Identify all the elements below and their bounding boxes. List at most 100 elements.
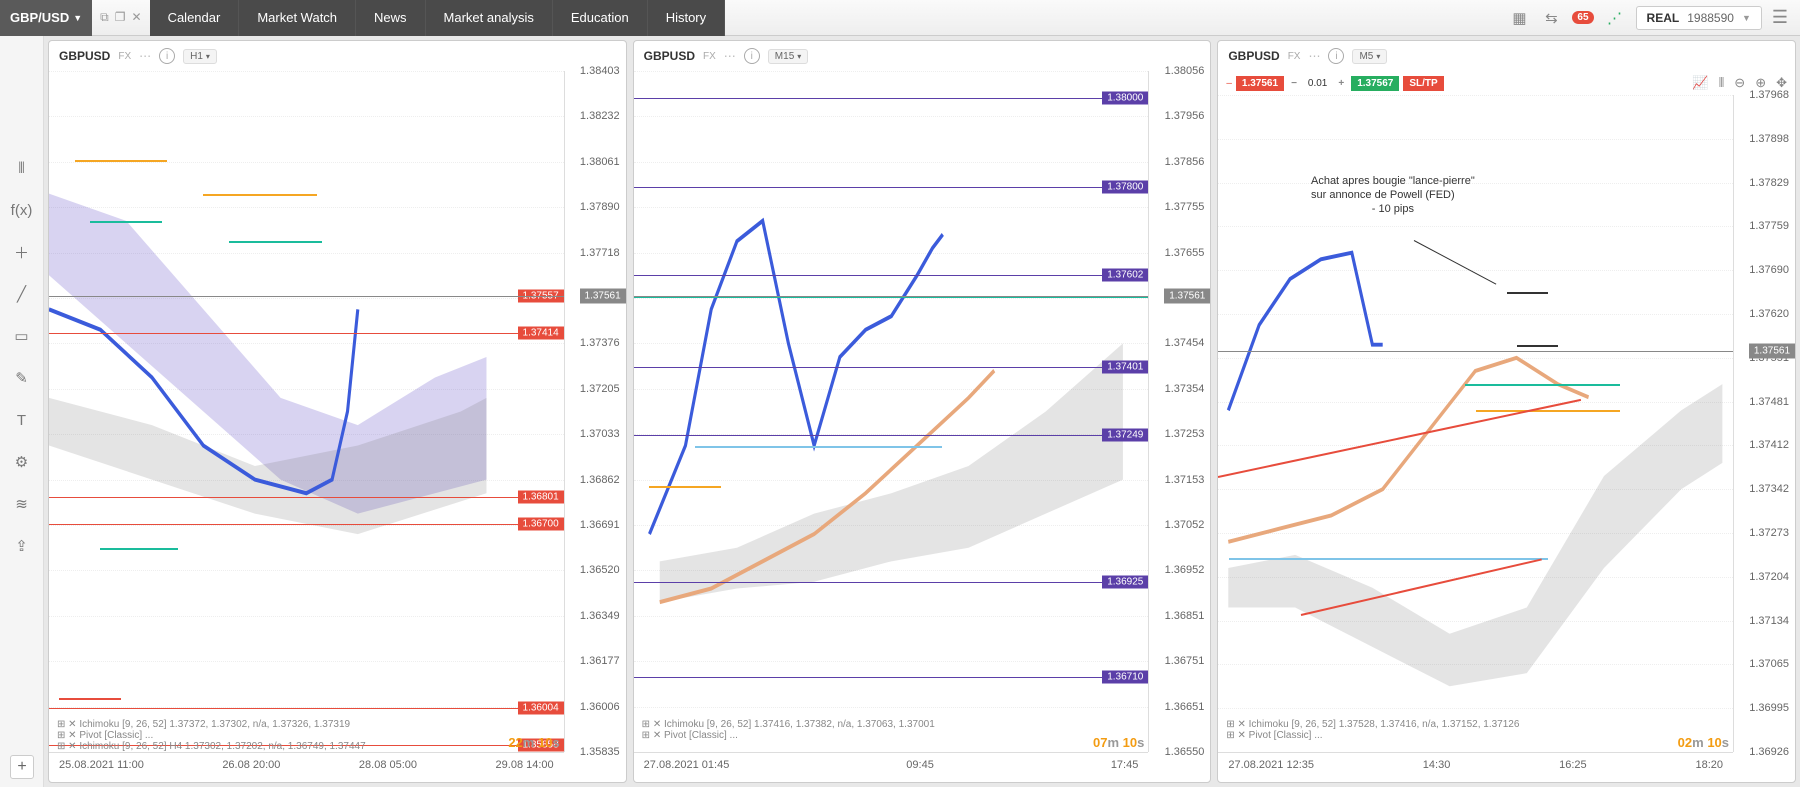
- x-axis: 27.08.2021 12:3514:3016:2518:20: [1218, 752, 1733, 782]
- x-tick: 25.08.2021 11:00: [59, 759, 144, 782]
- rect-icon[interactable]: ▭: [10, 324, 34, 348]
- indicator-legend[interactable]: ⊞ ✕ Pivot [Classic] ...: [1226, 730, 1322, 741]
- x-tick: 29.08 14:00: [496, 759, 554, 782]
- account-selector[interactable]: REAL 1988590 ▼: [1636, 6, 1762, 30]
- y-tick: 1.37890: [580, 201, 620, 213]
- lot-plus[interactable]: +: [1335, 78, 1347, 89]
- bars-icon[interactable]: ⦀: [10, 156, 34, 180]
- indicator-legend[interactable]: ⊞ ✕ Ichimoku [9, 26, 52] 1.37528, 1.3741…: [1226, 719, 1519, 730]
- more-icon[interactable]: ⋯: [139, 49, 151, 63]
- annotation-text: - 10 pips: [1311, 202, 1475, 216]
- pair-label: GBP/USD: [10, 10, 69, 25]
- y-tick: 1.38056: [1165, 65, 1205, 77]
- brush-icon[interactable]: ✎: [10, 366, 34, 390]
- nav-item[interactable]: Education: [553, 0, 648, 36]
- chart-area[interactable]: 1.375571.374141.368011.367001.360041.358…: [49, 71, 626, 782]
- annotation[interactable]: Achat apres bougie "lance-pierre" sur an…: [1311, 174, 1475, 217]
- timeframe-selector[interactable]: M5 ▾: [1352, 49, 1387, 64]
- pivot-label: 1.36004: [518, 701, 564, 714]
- y-tick: 1.37968: [1749, 89, 1789, 101]
- timeframe-selector[interactable]: M15 ▾: [768, 49, 808, 64]
- text-icon[interactable]: T: [10, 408, 34, 432]
- info-icon[interactable]: i: [159, 48, 175, 64]
- chart-type-icon[interactable]: 📈: [1692, 75, 1708, 91]
- menu-icon[interactable]: ☰: [1772, 7, 1788, 28]
- lot-size[interactable]: 0.01: [1304, 78, 1331, 89]
- y-tick: 1.37205: [580, 383, 620, 395]
- y-tick: 1.36926: [1749, 746, 1789, 758]
- asset-class: FX: [118, 51, 131, 62]
- pivot-label: 1.37800: [1102, 180, 1148, 193]
- indicator-legend[interactable]: ⊞ ✕ Pivot [Classic] ...: [57, 730, 153, 741]
- y-tick: 1.36651: [1165, 701, 1205, 713]
- drawing-toolbar: ⦀ f(x) ＋ ╱ ▭ ✎ T ⚙ ≋ ⇪ +: [0, 36, 44, 787]
- share-icon[interactable]: ⇪: [10, 534, 34, 558]
- nav-item[interactable]: Market analysis: [426, 0, 553, 36]
- layers-icon[interactable]: ≋: [10, 492, 34, 516]
- indicator-legend[interactable]: ⊞ ✕ Pivot [Classic] ...: [642, 730, 738, 741]
- y-tick: 1.37856: [1165, 156, 1205, 168]
- lot-minus[interactable]: −: [1288, 78, 1300, 89]
- indicator-legend[interactable]: ⊞ ✕ Ichimoku [9, 26, 52] H4 1.37302, 1.3…: [57, 741, 366, 752]
- y-tick: 1.37454: [1165, 337, 1205, 349]
- nav-item[interactable]: History: [648, 0, 725, 36]
- y-tick: 1.36349: [580, 610, 620, 622]
- wifi-icon: ⋰: [1604, 7, 1626, 29]
- y-tick: 1.37690: [1749, 264, 1789, 276]
- y-tick: 1.38061: [580, 156, 620, 168]
- nav-item[interactable]: News: [356, 0, 426, 36]
- layout-icon[interactable]: ▦: [1508, 7, 1530, 29]
- x-tick: 18:20: [1695, 759, 1723, 782]
- tab-actions: ⧉ ❐ ✕: [92, 10, 149, 25]
- chart-panel: GBPUSD FX ⋯ i M15 ▾1.380001.378001.37602…: [633, 40, 1212, 783]
- countdown: 02m 10s: [1678, 735, 1729, 750]
- plus-icon[interactable]: ＋: [10, 240, 34, 264]
- x-tick: 27.08.2021 01:45: [644, 759, 730, 782]
- y-tick: 1.37898: [1749, 133, 1789, 145]
- x-tick: 16:25: [1559, 759, 1587, 782]
- more-icon[interactable]: ⋯: [724, 49, 736, 63]
- y-axis: 1.384031.382321.380611.378901.377181.375…: [564, 71, 626, 752]
- buy-button[interactable]: 1.37567: [1351, 76, 1399, 91]
- countdown: 07m 10s: [1093, 735, 1144, 750]
- settings-icon[interactable]: ⚙: [10, 450, 34, 474]
- close-icon[interactable]: ✕: [132, 10, 142, 25]
- notification-badge[interactable]: 65: [1572, 11, 1593, 24]
- more-icon[interactable]: ⋯: [1308, 49, 1320, 63]
- pivot-label: 1.37602: [1102, 269, 1148, 282]
- function-icon[interactable]: f(x): [10, 198, 34, 222]
- y-tick: 1.37273: [1749, 527, 1789, 539]
- y-tick: 1.36862: [580, 474, 620, 486]
- countdown-sec: 10: [538, 735, 552, 750]
- info-icon[interactable]: i: [744, 48, 760, 64]
- popout-icon[interactable]: ⧉: [100, 10, 109, 25]
- current-price-tag: 1.37561: [1749, 344, 1795, 359]
- pair-selector[interactable]: GBP/USD ▼: [0, 0, 92, 36]
- timeframe-selector[interactable]: H1 ▾: [183, 49, 217, 64]
- y-tick: 1.37759: [1749, 220, 1789, 232]
- add-panel-button[interactable]: +: [10, 755, 34, 779]
- signals-icon[interactable]: ⇆: [1540, 7, 1562, 29]
- info-icon[interactable]: i: [1328, 48, 1344, 64]
- nav-item[interactable]: Calendar: [150, 0, 240, 36]
- y-tick: 1.38403: [580, 65, 620, 77]
- chart-area[interactable]: Achat apres bougie "lance-pierre" sur an…: [1218, 95, 1795, 782]
- annotation-text: Achat apres bougie "lance-pierre": [1311, 174, 1475, 188]
- duplicate-icon[interactable]: ❐: [115, 10, 126, 25]
- nav-item[interactable]: Market Watch: [239, 0, 356, 36]
- y-tick: 1.37033: [580, 428, 620, 440]
- panel-header: GBPUSD FX ⋯ i M5 ▾: [1218, 41, 1795, 71]
- chart-area[interactable]: 1.380001.378001.376021.374011.372491.369…: [634, 71, 1211, 782]
- line-icon[interactable]: ╱: [10, 282, 34, 306]
- pivot-label: 1.36700: [518, 517, 564, 530]
- zoom-out-icon[interactable]: ⊖: [1734, 75, 1745, 91]
- indicator-legend[interactable]: ⊞ ✕ Ichimoku [9, 26, 52] 1.37416, 1.3738…: [642, 719, 935, 730]
- topbar: GBP/USD ▼ ⧉ ❐ ✕ CalendarMarket WatchNews…: [0, 0, 1800, 36]
- panel-header: GBPUSD FX ⋯ i M15 ▾: [634, 41, 1211, 71]
- y-tick: 1.37755: [1165, 201, 1205, 213]
- x-tick: 26.08 20:00: [222, 759, 280, 782]
- sell-button[interactable]: 1.37561: [1236, 76, 1284, 91]
- sltp-button[interactable]: SL/TP: [1403, 76, 1443, 91]
- indicator-legend[interactable]: ⊞ ✕ Ichimoku [9, 26, 52] 1.37372, 1.3730…: [57, 719, 350, 730]
- indicators-icon[interactable]: ⦀: [1719, 75, 1725, 91]
